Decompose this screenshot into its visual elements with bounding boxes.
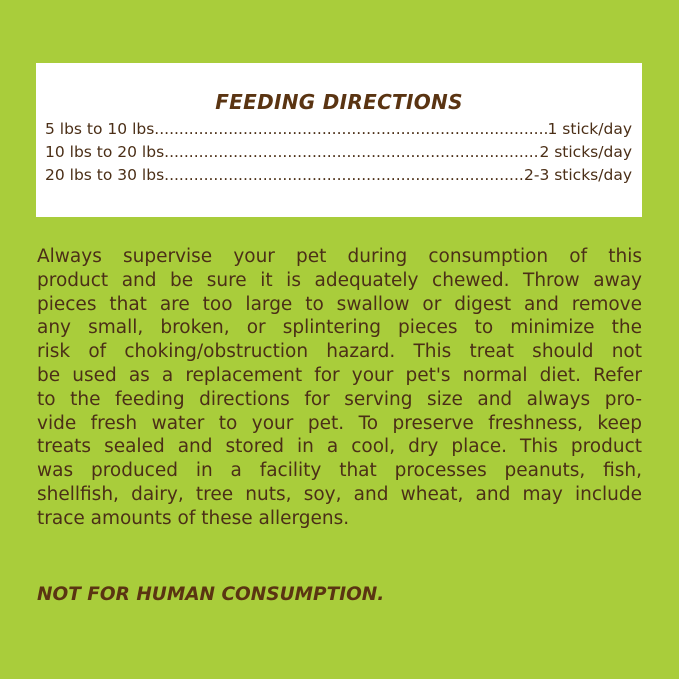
dot-leader (164, 142, 539, 162)
feeding-row: 5 lbs to 10 lbs 1 stick/day (45, 119, 632, 139)
paragraph-line: pieces that are too large to swallow or … (37, 293, 642, 315)
paragraph-line: shellfish, dairy, tree nuts, soy, and wh… (37, 483, 642, 505)
warning-text: NOT FOR HUMAN CONSUMPTION. (37, 584, 385, 605)
safety-paragraph: Always supervise your pet during consump… (37, 245, 642, 531)
feeding-row: 20 lbs to 30 lbs 2-3 sticks/day (45, 165, 632, 185)
paragraph-line: any small, broken, or splintering pieces… (37, 317, 642, 339)
paragraph-line: treats sealed and stored in a cool, dry … (37, 436, 642, 458)
feeding-weight: 10 lbs to 20 lbs (45, 143, 165, 161)
feeding-weight: 20 lbs to 30 lbs (45, 166, 165, 184)
paragraph-line: to the feeding directions for serving si… (37, 388, 642, 410)
paragraph-line: risk of choking/obstruction hazard. This… (37, 341, 642, 363)
dot-leader (164, 165, 524, 185)
feeding-weight: 5 lbs to 10 lbs (45, 120, 155, 138)
feeding-amount: 2-3 sticks/day (523, 166, 632, 184)
paragraph-line: trace amounts of these allergens. (37, 507, 350, 529)
feeding-row: 10 lbs to 20 lbs 2 sticks/day (45, 142, 632, 162)
paragraph-line: product and be sure it is adequately che… (37, 269, 642, 291)
feeding-amount: 2 sticks/day (539, 143, 632, 161)
feeding-directions-title: FEEDING DIRECTIONS (215, 90, 463, 114)
feeding-directions-box: FEEDING DIRECTIONS 5 lbs to 10 lbs 1 stic… (36, 63, 642, 217)
dot-leader (154, 119, 547, 139)
paragraph-line: was produced in a facility that processe… (37, 460, 642, 482)
paragraph-line: be used as a replacement for your pet's … (37, 364, 642, 386)
paragraph-line: Always supervise your pet during consump… (37, 246, 642, 267)
paragraph-line: vide fresh water to your pet. To preserv… (37, 412, 642, 434)
feeding-amount: 1 stick/day (547, 120, 632, 138)
